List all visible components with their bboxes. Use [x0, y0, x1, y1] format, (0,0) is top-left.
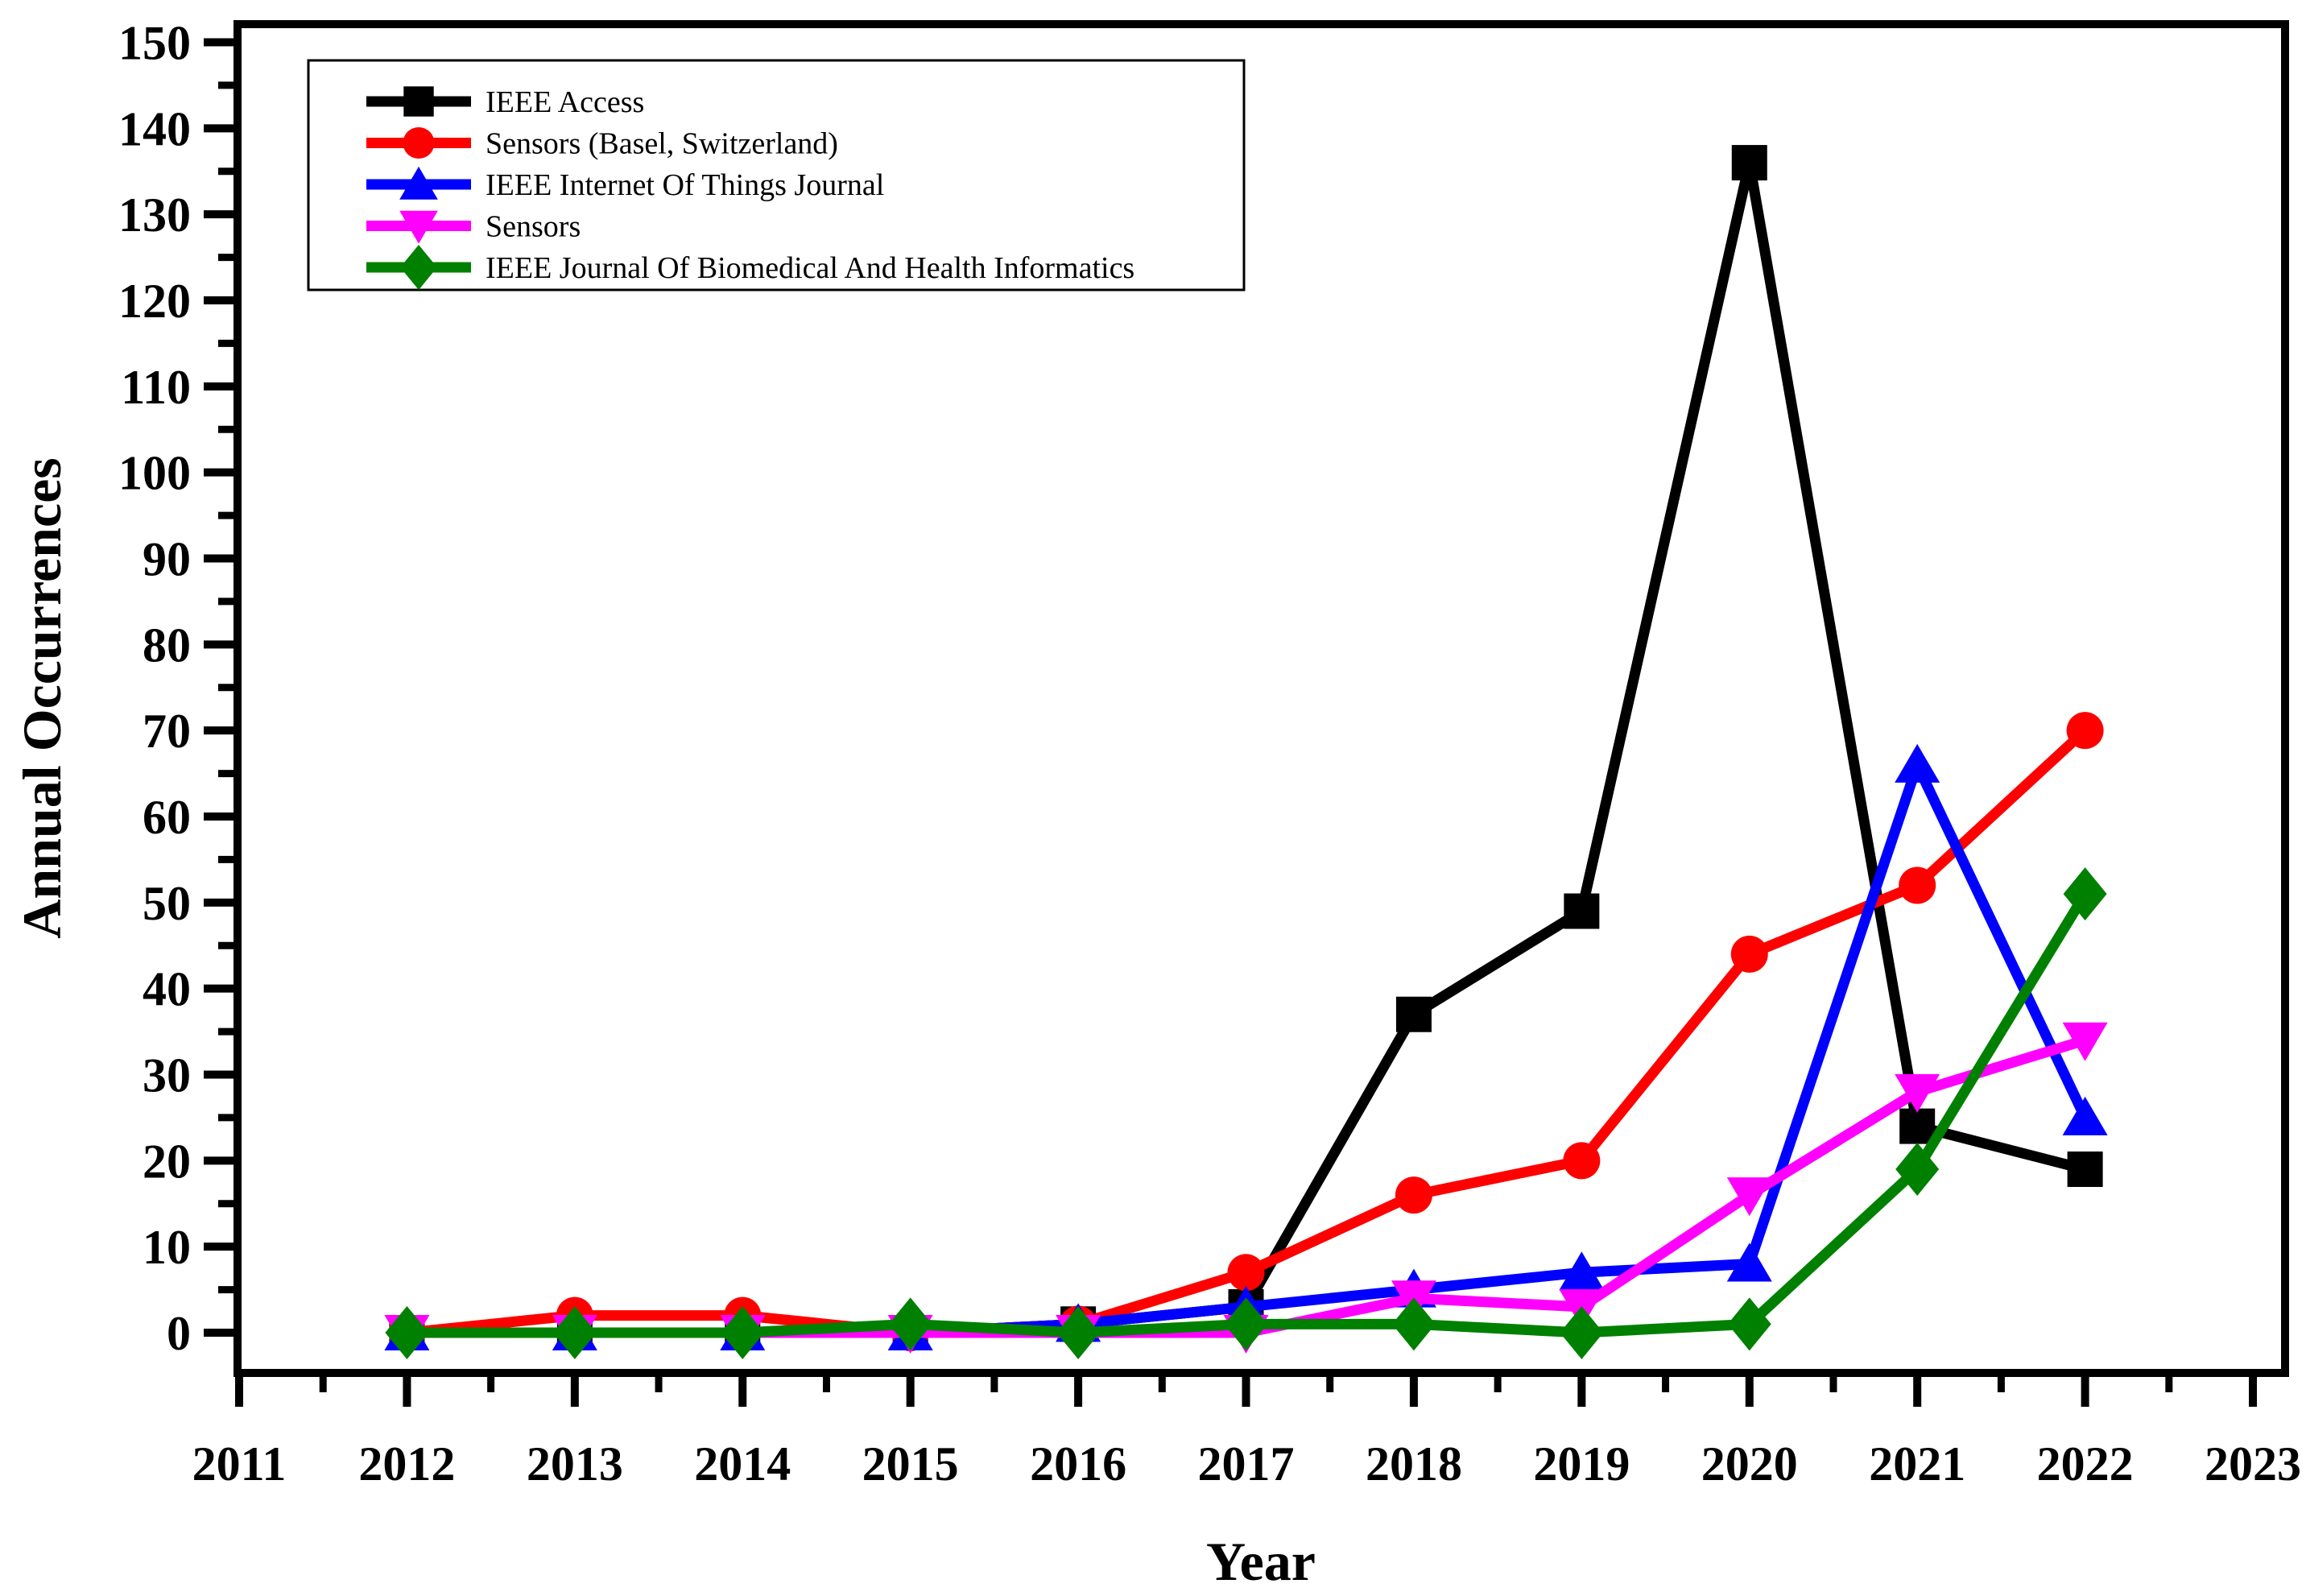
data-series-layer: [384, 145, 2108, 1359]
x-tick-label: 2016: [1030, 1437, 1126, 1491]
legend-label: IEEE Access: [486, 85, 644, 119]
x-tick-label: 2023: [2205, 1437, 2301, 1491]
data-point-marker: [399, 166, 438, 200]
y-axis-title: Annual Occurrences: [11, 457, 72, 939]
legend-item-4: IEEE Journal Of Biomedical And Health In…: [366, 244, 1134, 291]
data-point-marker: [1563, 1142, 1601, 1180]
data-point-marker: [1895, 1073, 1940, 1113]
x-tick-label: 2011: [192, 1437, 287, 1491]
y-tick-label: 10: [143, 1221, 191, 1274]
y-tick-label: 40: [143, 963, 191, 1016]
data-point-marker: [1559, 1251, 1605, 1291]
legend-label: IEEE Journal Of Biomedical And Health In…: [486, 251, 1134, 285]
data-point-marker: [1730, 935, 1768, 973]
x-tick-label: 2012: [358, 1437, 455, 1491]
y-tick-label: 30: [143, 1049, 191, 1102]
data-point-marker: [399, 210, 438, 244]
data-point-marker: [403, 86, 434, 117]
plot-border: [233, 20, 2289, 1377]
y-tick-label: 100: [118, 447, 191, 500]
series-sensors-basel-switzerland: [388, 712, 2104, 1351]
data-point-marker: [552, 1306, 597, 1359]
y-tick-label: 70: [143, 705, 191, 758]
data-point-marker: [1899, 1108, 1936, 1144]
y-tick-label: 80: [143, 618, 191, 672]
data-point-marker: [2062, 1096, 2108, 1135]
data-point-marker: [2066, 712, 2104, 750]
series-ieee-access: [389, 145, 2103, 1350]
y-tick-label: 20: [143, 1135, 191, 1188]
y-tick-label: 50: [143, 877, 191, 930]
x-tick-label: 2019: [1533, 1437, 1630, 1491]
legend-item-0: IEEE Access: [366, 85, 644, 119]
legend-label: Sensors: [486, 210, 581, 244]
x-tick-label: 2020: [1701, 1437, 1798, 1491]
x-tick-label: 2018: [1366, 1437, 1462, 1491]
y-tick-label: 60: [143, 791, 191, 844]
data-point-marker: [888, 1297, 932, 1351]
data-point-marker: [1056, 1306, 1101, 1359]
data-point-marker: [2062, 1022, 2108, 1061]
data-point-marker: [1731, 145, 1767, 181]
x-tick-label: 2017: [1198, 1437, 1295, 1491]
data-point-marker: [1726, 1242, 1772, 1282]
y-tick-label: 130: [118, 188, 191, 242]
data-point-marker: [385, 1306, 429, 1359]
legend-item-1: Sensors (Basel, Switzerland): [366, 127, 838, 161]
data-point-marker: [1895, 743, 1940, 783]
legend-item-3: Sensors: [366, 210, 581, 244]
data-point-marker: [721, 1306, 765, 1359]
data-point-marker: [1391, 1297, 1436, 1351]
legend-item-2: IEEE Internet Of Things Journal: [366, 166, 884, 202]
legend-label: IEEE Internet Of Things Journal: [486, 168, 884, 202]
x-axis-title: Year: [1206, 1531, 1316, 1592]
x-tick-label: 2022: [2037, 1437, 2134, 1491]
data-point-marker: [1560, 1306, 1604, 1359]
y-tick-label: 140: [118, 102, 191, 155]
legend-label: Sensors (Basel, Switzerland): [486, 127, 838, 161]
x-tick-label: 2021: [1869, 1437, 1965, 1491]
data-point-marker: [400, 244, 437, 291]
series-ieee-journal-of-biomedical-and-health-informatics: [385, 867, 2107, 1359]
legend: IEEE Access Sensors (Basel, Switzerland) I…: [307, 59, 1246, 291]
data-point-marker: [1899, 866, 1936, 904]
y-tick-label: 120: [118, 275, 191, 328]
data-point-marker: [1395, 1176, 1432, 1214]
data-point-marker: [1224, 1297, 1268, 1351]
data-point-marker: [1726, 1177, 1772, 1217]
y-tick-label: 150: [118, 17, 191, 70]
data-point-marker: [403, 126, 435, 159]
data-point-marker: [1395, 996, 1432, 1032]
data-point-marker: [1564, 893, 1600, 929]
x-tick-label: 2013: [527, 1437, 623, 1491]
data-point-marker: [2067, 1152, 2103, 1188]
series-line: [407, 161, 2087, 1338]
x-tick-label: 2015: [862, 1437, 959, 1491]
data-point-marker: [1227, 1254, 1265, 1292]
y-tick-label: 90: [143, 533, 191, 586]
data-point-marker: [1895, 1143, 1940, 1197]
data-point-marker: [1727, 1297, 1771, 1351]
y-tick-label: 0: [167, 1307, 191, 1360]
data-point-marker: [2063, 867, 2107, 921]
x-tick-label: 2014: [694, 1437, 791, 1491]
y-tick-label: 110: [121, 361, 191, 414]
